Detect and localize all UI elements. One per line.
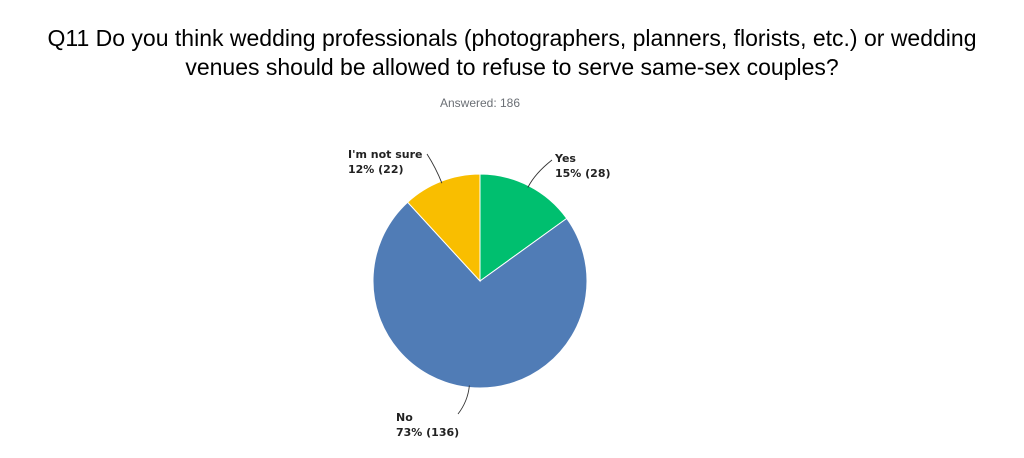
chart-title-line-1: Q11 Do you think wedding professionals (… xyxy=(47,25,977,51)
leader-line xyxy=(457,385,470,415)
chart-title-line-2: venues should be allowed to refuse to se… xyxy=(185,54,839,80)
slice-value-label: 15% (28) xyxy=(555,167,611,180)
slice-value-label: 12% (22) xyxy=(348,163,404,176)
answered-count: Answered: 186 xyxy=(439,96,521,110)
slice-label: No xyxy=(396,411,413,424)
slice-value-label: 73% (136) xyxy=(396,426,459,439)
leader-line xyxy=(527,159,553,188)
leader-line xyxy=(426,153,443,184)
slice-label: I'm not sure xyxy=(348,148,423,161)
slice-label: Yes xyxy=(554,152,576,165)
chart-title: Q11 Do you think wedding professionals (… xyxy=(0,24,1024,82)
